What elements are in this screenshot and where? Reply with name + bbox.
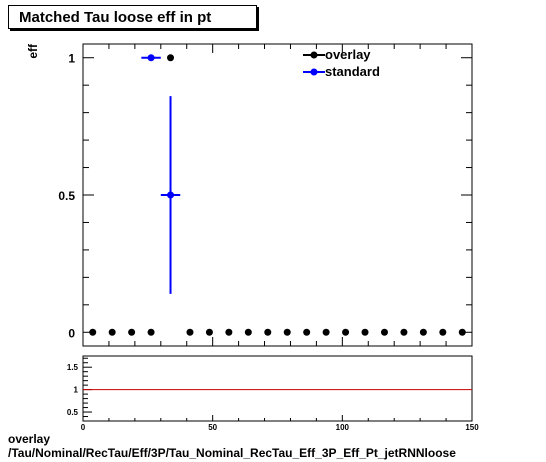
standard-point [167,191,175,199]
overlay-point [205,328,213,336]
footer-line-2: /Tau/Nominal/RecTau/Eff/3P/Tau_Nominal_R… [8,446,456,460]
overlay-point [380,328,388,336]
overlay-point [439,328,447,336]
standard-point [147,54,155,62]
y-tick-label: 1 [68,52,75,66]
overlay-point [361,328,369,336]
chart-title: Matched Tau loose eff in pt [19,9,212,26]
overlay-point [108,328,116,336]
legend-label-standard: standard [325,64,380,79]
title-box: Matched Tau loose eff in pt [8,5,257,29]
y-tick-label: 0.5 [58,189,75,203]
ratio-axes: 0.5 1 1.5 0 50 100 150 [67,357,479,430]
footer-line-1: overlay [8,432,51,446]
overlay-point [419,328,427,336]
overlay-point [128,328,136,336]
overlay-point [186,328,194,336]
ratio-x-tick-label: 50 [208,423,217,430]
overlay-point [342,328,350,336]
legend-marker-overlay [310,51,318,59]
legend-label-overlay: overlay [325,47,371,62]
overlay-point [167,54,175,62]
ratio-y-tick-label: 1.5 [67,363,79,372]
overlay-point [89,328,97,336]
footer: overlay /Tau/Nominal/RecTau/Eff/3P/Tau_N… [8,432,456,460]
ratio-plot-frame [82,355,473,422]
chart-canvas: eff 00.51 overlay standard 0.511.50 50 100… [26,43,479,430]
overlay-point [225,328,233,336]
legend: overlay standard [303,47,380,79]
main-marks [89,54,466,336]
overlay-point [458,328,466,336]
main-plot-frame [82,43,473,347]
ratio-x-tick-label: 0 [81,423,86,430]
legend-marker-standard [310,68,318,76]
overlay-point [283,328,291,336]
y-axis-label: eff [26,43,40,59]
ratio-y-tick-label: 0.5 [67,408,79,417]
ratio-x-tick-label: 100 [336,423,350,430]
overlay-point [322,328,330,336]
overlay-point [264,328,272,336]
overlay-point [244,328,252,336]
overlay-point [303,328,311,336]
y-tick-label: 0 [68,326,75,340]
ratio-x-tick-label: 150 [465,423,479,430]
overlay-point [147,328,155,336]
overlay-point [400,328,408,336]
ratio-y-tick-label: 1 [74,386,79,395]
main-axes: 00.51 [58,44,473,346]
